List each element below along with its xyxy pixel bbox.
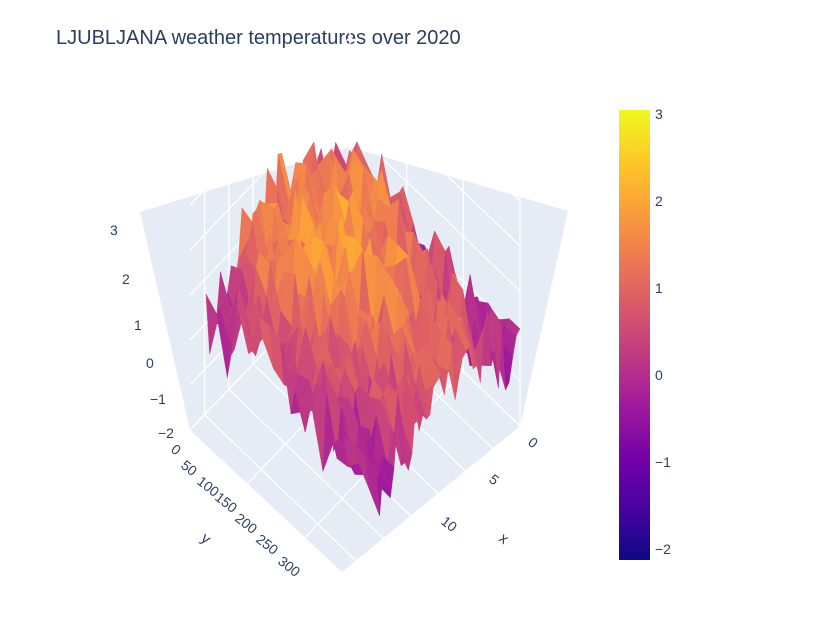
- wall-gridline-zx: [349, 126, 521, 292]
- wall-gridline-z: [189, 81, 351, 251]
- y-axis-title: y: [198, 530, 215, 548]
- x-axis-title: x: [496, 530, 513, 548]
- temperature-surface: [205, 141, 521, 516]
- colorbar-scale: [619, 110, 650, 560]
- colorbar-tick-neg2: −2: [655, 541, 671, 557]
- y-tick-0: 0: [168, 441, 184, 459]
- z-tick-3: 3: [110, 222, 118, 238]
- wall-gridline-zx: [349, 36, 521, 202]
- y-tick-200: 200: [232, 510, 260, 537]
- wall-gridline-zx: [349, 81, 521, 247]
- z-tick-neg2: −2: [158, 425, 174, 441]
- z-tick-0: 0: [146, 355, 154, 371]
- z-tick-neg1: −1: [150, 391, 166, 407]
- y-tick-250: 250: [253, 531, 281, 558]
- chart-title: LJUBLJANA weather temperatures over 2020: [56, 27, 461, 49]
- y-tick-50: 50: [178, 457, 200, 479]
- x-tick-0: 0: [525, 434, 541, 452]
- colorbar-tick-3: 3: [655, 106, 663, 122]
- y-tick-300: 300: [275, 553, 303, 580]
- floor-gridline-x: [359, 425, 521, 595]
- colorbar: 3 2 1 0 −1 −2: [619, 106, 671, 560]
- colorbar-tick-1: 1: [655, 280, 663, 296]
- surface-patch: [365, 458, 380, 516]
- z-tick-2: 2: [122, 271, 130, 287]
- z-tick-1: 1: [134, 317, 142, 333]
- wall-gridline-z: [189, 36, 351, 206]
- colorbar-tick-neg1: −1: [655, 454, 671, 470]
- colorbar-tick-0: 0: [655, 367, 663, 383]
- floor-gridline-y: [228, 388, 400, 554]
- z-axis: 3 2 1 0 −1 −2: [110, 222, 174, 441]
- x-tick-5: 5: [486, 471, 502, 489]
- x-tick-10: 10: [438, 513, 460, 535]
- colorbar-tick-2: 2: [655, 193, 663, 209]
- floor-gridline-y: [204, 414, 375, 580]
